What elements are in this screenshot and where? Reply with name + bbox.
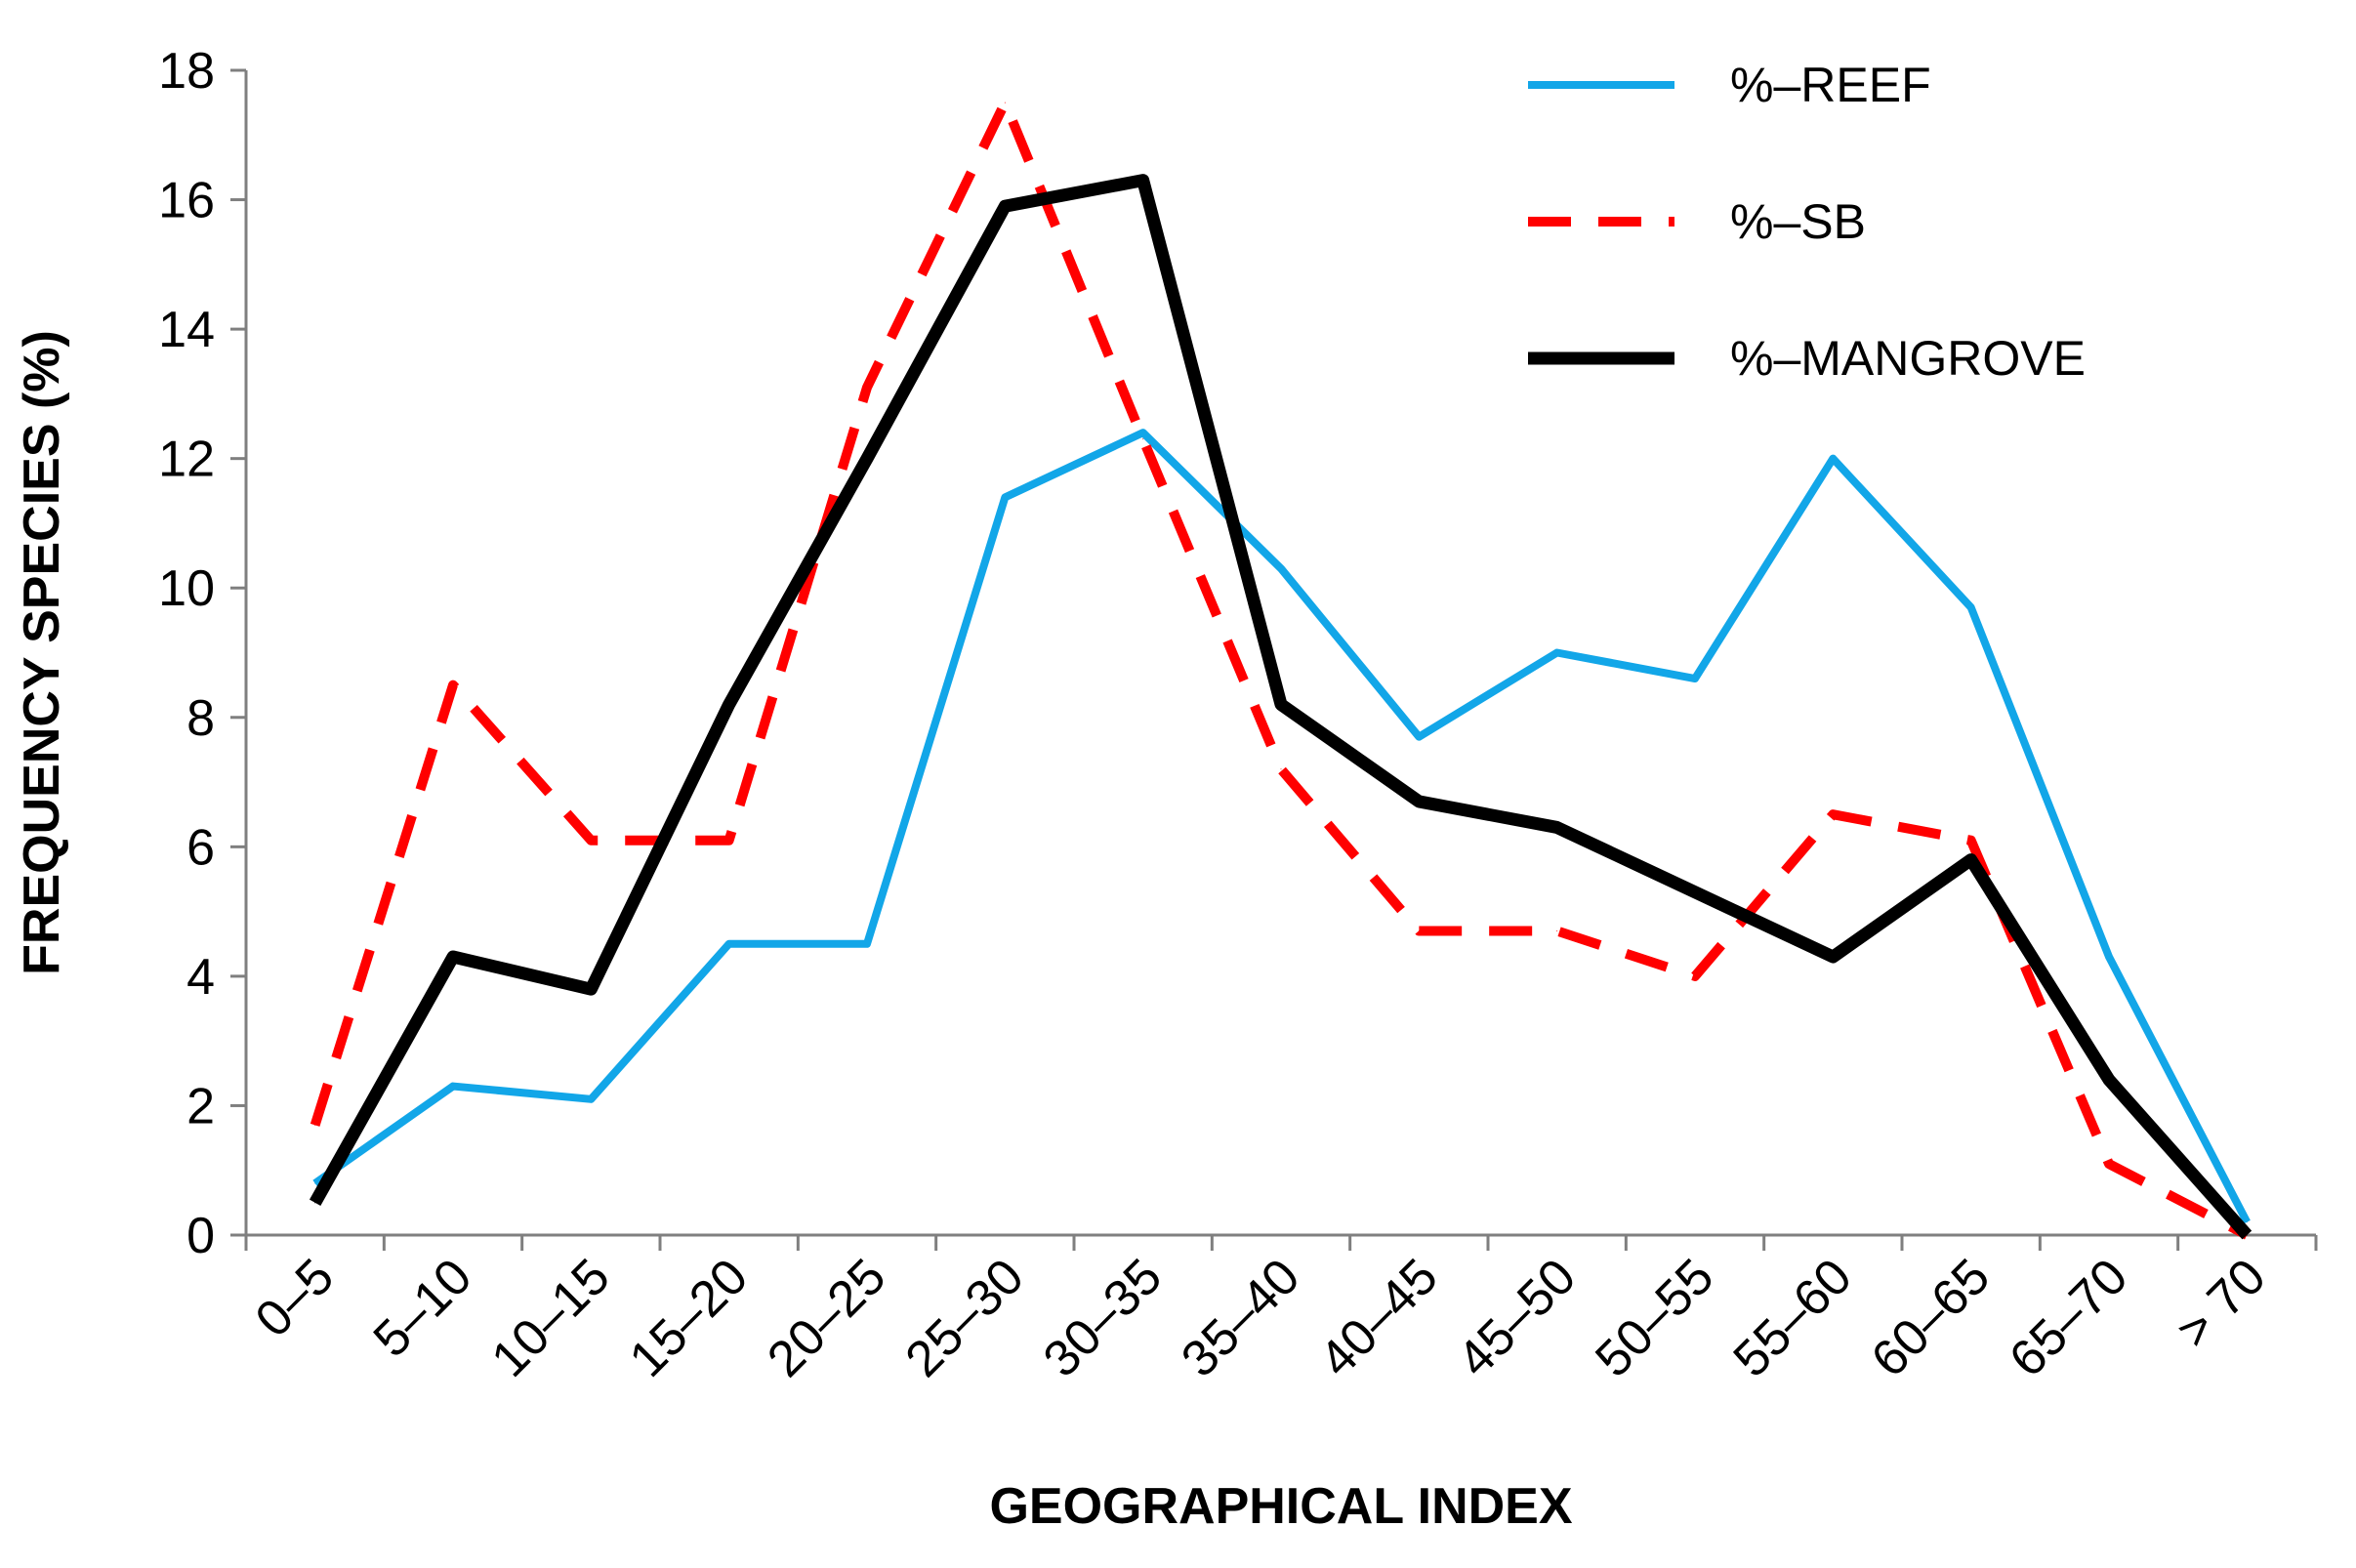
x-tick-label: 55–60: [1723, 1248, 1863, 1387]
x-tick-label: 50–55: [1585, 1248, 1724, 1387]
series-line: [310, 98, 2250, 1240]
data-point: [1832, 956, 1834, 958]
x-tick-label: 40–45: [1309, 1248, 1449, 1387]
series-0: [312, 429, 2251, 1224]
data-point: [866, 943, 868, 945]
data-point: [2108, 956, 2110, 958]
x-tick-label: 65–70: [1999, 1248, 2138, 1387]
y-ticks: 0 2 4 6 8 10 12 14 16 18: [158, 43, 246, 1264]
y-tick-label: 14: [158, 302, 215, 358]
data-point: [1970, 606, 1972, 608]
data-point: [452, 956, 454, 958]
series-2: [309, 174, 2253, 1240]
data-point: [2246, 1221, 2248, 1223]
data-point: [1004, 496, 1006, 498]
data-point: [1694, 975, 1696, 977]
series-line: [312, 429, 2251, 1224]
data-point: [1556, 826, 1558, 828]
y-tick-label: 8: [186, 690, 215, 747]
x-tick-label: 30–35: [1033, 1248, 1173, 1387]
y-tick-label: 12: [158, 432, 215, 488]
legend-label: %–REEF: [1730, 58, 1931, 112]
x-tick-label: 60–65: [1861, 1248, 2001, 1387]
data-point: [728, 704, 730, 706]
legend-label: %–MANGROVE: [1730, 331, 2086, 386]
data-point: [314, 1182, 316, 1184]
axes: [244, 70, 2316, 1237]
x-tick-label: > 70: [2166, 1248, 2277, 1359]
data-point: [1832, 813, 1834, 815]
data-point: [728, 943, 730, 945]
data-point: [314, 1124, 316, 1126]
data-point: [1142, 438, 1144, 440]
data-point: [2246, 1234, 2248, 1236]
data-point: [590, 840, 592, 842]
data-point: [1832, 458, 1834, 460]
legend-label: %–SB: [1730, 194, 1866, 249]
data-point: [590, 1098, 592, 1100]
x-tick-label: 25–30: [895, 1248, 1035, 1387]
series-1: [310, 98, 2250, 1240]
data-point: [1280, 768, 1282, 770]
x-tick-label: 20–25: [757, 1248, 896, 1387]
data-point: [1004, 205, 1006, 207]
x-tick-label: 10–15: [481, 1248, 621, 1387]
legend: %–REEF %–SB %–MANGROVE: [1528, 58, 2086, 386]
data-point: [728, 840, 730, 842]
y-tick-label: 18: [158, 43, 215, 100]
y-tick-label: 10: [158, 560, 215, 617]
data-point: [452, 684, 454, 686]
data-point: [1556, 929, 1558, 931]
data-point: [1418, 801, 1420, 803]
data-point: [1694, 891, 1696, 893]
data-point: [1970, 840, 1972, 842]
data-point: [452, 1086, 454, 1088]
series-layer: [309, 98, 2253, 1240]
data-point: [1280, 567, 1282, 569]
data-point: [1694, 678, 1696, 680]
y-tick-label: 2: [186, 1078, 215, 1135]
x-tick-label: 5–10: [363, 1248, 483, 1368]
y-tick-label: 16: [158, 173, 215, 229]
y-axis-title: FREQUENCY SPECIES (%): [14, 330, 70, 975]
y-tick-label: 0: [186, 1208, 215, 1264]
data-point: [866, 458, 868, 460]
data-point: [866, 387, 868, 389]
data-point: [1418, 929, 1420, 931]
data-point: [1970, 859, 1972, 861]
data-point: [314, 1202, 316, 1204]
data-point: [1280, 704, 1282, 706]
x-ticks: 0–5 5–1010–1515–2020–2525–3030–3535–4040–…: [244, 1235, 2318, 1388]
y-tick-label: 4: [186, 949, 215, 1006]
x-tick-label: 45–50: [1447, 1248, 1587, 1387]
x-tick-label: 0–5: [245, 1248, 345, 1347]
y-tick-label: 6: [186, 819, 215, 876]
data-point: [1418, 736, 1420, 738]
data-point: [590, 988, 592, 990]
x-tick-label: 15–20: [619, 1248, 759, 1387]
data-point: [2108, 1163, 2110, 1165]
x-tick-label: 35–40: [1171, 1248, 1310, 1387]
x-axis-title: GEOGRAPHICAL INDEX: [989, 1478, 1572, 1535]
data-point: [1556, 652, 1558, 653]
data-point: [1142, 180, 1144, 182]
data-point: [2108, 1079, 2110, 1081]
